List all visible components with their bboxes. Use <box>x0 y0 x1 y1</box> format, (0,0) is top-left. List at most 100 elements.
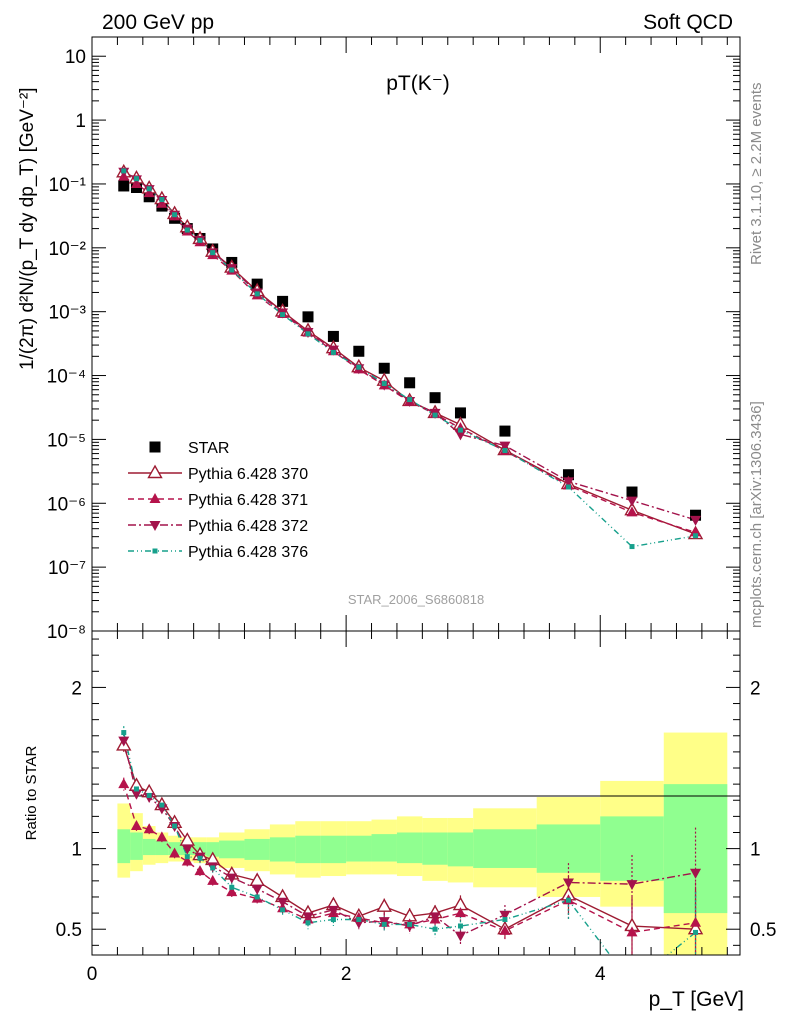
ratio-point <box>280 907 286 913</box>
ratio-band-green <box>396 832 423 864</box>
main-point <box>499 425 511 437</box>
main-point <box>159 197 165 203</box>
plot-title: pT(K⁻) <box>386 72 450 95</box>
main-point <box>327 330 339 342</box>
main-point <box>626 506 638 517</box>
main-point <box>229 267 235 273</box>
main-point <box>197 237 203 243</box>
ratio-point <box>156 831 168 842</box>
main-series-line <box>123 171 696 535</box>
ratio-point <box>207 874 219 885</box>
ratio-band-green <box>269 837 296 862</box>
main-y-tick-label: 10⁻⁴ <box>47 367 86 388</box>
ratio-point <box>429 912 441 923</box>
main-point <box>146 186 152 192</box>
ratio-point <box>156 804 168 815</box>
ratio-band-green <box>206 842 220 857</box>
main-y-tick-label: 10 <box>65 47 86 68</box>
mcplots-label: mcplots.cern.ch [arXiv:1306.3436] <box>748 401 765 628</box>
ratio-band-green <box>447 832 474 867</box>
ratio-band-green <box>473 829 537 868</box>
main-point <box>565 484 571 490</box>
ratio-band-green <box>155 840 169 856</box>
x-tick-label: 2 <box>341 964 352 985</box>
ratio-point <box>305 920 311 926</box>
main-point <box>457 427 463 433</box>
ratio-bands <box>117 732 728 955</box>
ratio-point <box>457 923 463 929</box>
main-point <box>499 441 511 452</box>
ratio-point <box>562 878 574 889</box>
main-point <box>277 295 289 307</box>
main-y-tick-label: 10⁻¹ <box>49 175 87 196</box>
ratio-series-line <box>123 740 696 937</box>
ratio-axes: 0.5 0.5 1 1 2 2 0 2 4 <box>56 631 776 985</box>
ratio-point <box>356 917 362 923</box>
main-point <box>302 311 314 323</box>
main-point <box>454 422 466 433</box>
main-point <box>381 381 387 387</box>
ratio-point <box>181 844 193 855</box>
ratio-point <box>693 929 699 935</box>
main-series-line <box>123 176 696 534</box>
legend-star-marker <box>149 441 161 453</box>
main-point <box>305 331 311 337</box>
main-point <box>690 526 702 537</box>
ratio-point <box>432 926 438 932</box>
ratio-point <box>118 736 130 747</box>
ratio-point <box>197 855 203 861</box>
x-tick-label: 0 <box>87 964 98 985</box>
main-axes: 10⁻⁸ 10⁻⁷ 10⁻⁶ 10⁻⁵ 10⁻⁴ 10⁻³ 10⁻² 10⁻¹ 1 10 <box>47 36 740 643</box>
ratio-point <box>626 880 638 891</box>
ratio-band-green <box>346 835 372 862</box>
main-point <box>502 448 508 454</box>
ratio-point <box>690 868 702 879</box>
main-point <box>626 496 638 507</box>
main-point <box>690 509 702 521</box>
ratio-point <box>302 912 314 923</box>
ratio-band-green <box>244 838 270 860</box>
ratio-point <box>194 865 206 876</box>
legend-entry: Pythia 6.428 370 <box>188 466 308 483</box>
ratio-band-green <box>320 835 347 864</box>
main-point <box>353 345 365 357</box>
main-point <box>429 392 441 404</box>
ratio-point <box>630 982 635 987</box>
main-point <box>629 544 635 550</box>
ratio-point <box>226 886 238 897</box>
main-y-tick-label: 10⁻² <box>49 239 87 260</box>
main-point <box>378 362 390 374</box>
ratio-y-tick-label: 2 <box>71 678 82 699</box>
ratio-point <box>381 921 387 927</box>
x-tick-label: 4 <box>595 964 606 985</box>
legend-marker <box>147 464 163 479</box>
ratio-band-green <box>422 832 448 865</box>
main-point <box>133 176 139 182</box>
main-point <box>562 477 574 488</box>
main-point <box>454 430 466 441</box>
main-point <box>330 349 336 355</box>
main-point <box>254 291 260 297</box>
main-series-line <box>123 170 696 548</box>
main-point <box>172 212 178 218</box>
legend-entry: Pythia 6.428 376 <box>188 544 308 561</box>
ratio-band-green <box>130 832 143 860</box>
main-point <box>562 469 574 481</box>
ratio-band-green <box>536 824 601 873</box>
main-marks <box>116 163 704 550</box>
ratio-point <box>229 884 235 890</box>
main-point <box>407 397 413 403</box>
main-point <box>356 364 362 370</box>
ratio-point <box>121 730 127 736</box>
ratio-band-green <box>295 835 321 864</box>
ratio-point <box>181 855 193 866</box>
ratio-point <box>159 802 165 808</box>
main-point <box>404 377 416 389</box>
ratio-y-tick-label: 0.5 <box>56 920 82 941</box>
ratio-y-tick-label: 1 <box>71 840 82 861</box>
ratio-series-line <box>123 745 696 930</box>
ratio-frame <box>91 630 741 956</box>
ratio-point <box>143 793 155 804</box>
legend-entry: Pythia 6.428 372 <box>188 518 308 535</box>
